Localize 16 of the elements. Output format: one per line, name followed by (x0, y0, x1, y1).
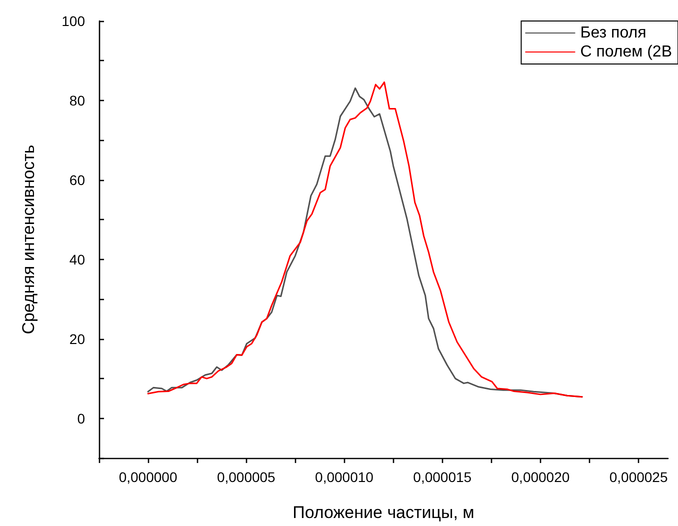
x-tick-label: 0,000025 (609, 469, 668, 485)
x-tick-label: 0,000005 (216, 469, 276, 485)
x-tick-label: 0,000020 (511, 469, 570, 485)
y-axis-title: Средняя интенсивность (19, 144, 38, 334)
y-tick-label: 60 (69, 172, 86, 188)
y-tick-label: 40 (69, 251, 86, 268)
x-tick-label: 0,000015 (413, 469, 472, 485)
x-tick-label: 0,000010 (315, 469, 374, 485)
y-tick-label: 80 (69, 92, 86, 108)
x-tick-label: 0,000000 (118, 469, 178, 485)
legend-label: Без поля (580, 24, 646, 42)
y-tick-label: 0 (77, 410, 86, 426)
x-axis-title: Положение частицы, м (292, 503, 474, 522)
legend-label: С полем (2В (580, 44, 672, 60)
y-tick-label: 20 (69, 330, 86, 347)
y-tick-label: 100 (62, 13, 86, 29)
